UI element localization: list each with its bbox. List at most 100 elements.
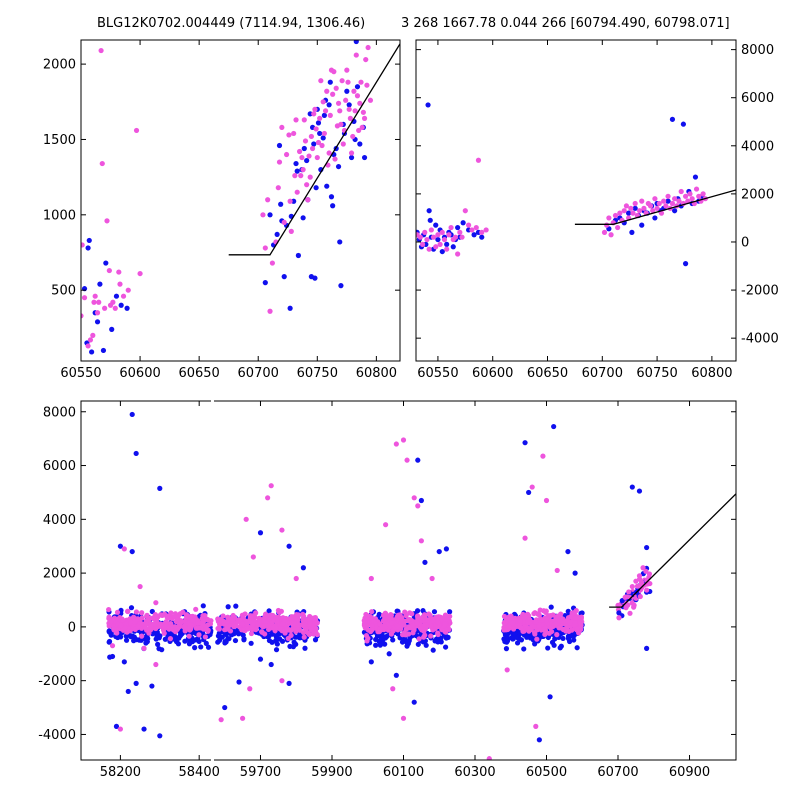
- data-point-b: [503, 627, 509, 633]
- data-point: [617, 210, 623, 216]
- data-point-b: [253, 610, 259, 616]
- data-point-a: [241, 636, 247, 642]
- data-point: [346, 102, 352, 108]
- data-point-a: [521, 646, 527, 652]
- data-point: [641, 205, 647, 211]
- data-point: [361, 154, 368, 161]
- data-point: [304, 182, 310, 188]
- data-point-b: [421, 612, 428, 618]
- data-point-a: [266, 608, 272, 614]
- data-point-b: [430, 618, 436, 624]
- data-point: [665, 193, 671, 199]
- data-point: [98, 47, 104, 54]
- data-point: [250, 554, 256, 560]
- data-point: [469, 227, 475, 233]
- data-point: [428, 227, 434, 233]
- data-point-b: [120, 617, 126, 623]
- data-point: [327, 79, 333, 85]
- data-point: [301, 117, 307, 123]
- data-point: [466, 222, 472, 228]
- data-point: [301, 145, 307, 152]
- data-point: [124, 305, 130, 311]
- data-point-a: [571, 637, 577, 643]
- data-point-a: [430, 647, 436, 653]
- points-top-right: [416, 102, 708, 267]
- data-point: [692, 174, 699, 180]
- plot-frame: [80, 39, 401, 362]
- data-point-b: [416, 636, 422, 642]
- data-point: [315, 139, 322, 146]
- data-point: [153, 600, 159, 606]
- data-point-b: [388, 631, 395, 637]
- points-bottom: [106, 411, 653, 760]
- data-point: [669, 200, 676, 207]
- data-point: [393, 672, 399, 678]
- data-point: [343, 97, 349, 103]
- data-point-b: [554, 632, 560, 638]
- data-point: [652, 196, 658, 202]
- data-point: [354, 93, 361, 99]
- y-tick-label: 1500: [43, 133, 76, 148]
- data-point-a: [377, 639, 383, 645]
- data-point: [400, 715, 407, 721]
- data-point-b: [186, 633, 192, 639]
- data-point: [455, 224, 461, 231]
- data-point-a: [565, 608, 571, 614]
- model-line: [228, 42, 400, 256]
- data-point-a: [508, 635, 515, 641]
- x-tick-label: 60650: [527, 366, 568, 381]
- data-point-b: [510, 626, 517, 632]
- data-point-a: [219, 634, 225, 640]
- y-tick-label: 6000: [741, 91, 774, 106]
- data-point-b: [394, 623, 400, 629]
- data-point: [533, 723, 539, 729]
- data-point-b: [314, 620, 320, 626]
- data-point: [685, 198, 691, 204]
- data-point-b: [280, 621, 286, 627]
- data-point-b: [435, 631, 441, 638]
- data-point: [353, 40, 359, 45]
- data-point-a: [532, 641, 538, 647]
- data-point: [287, 305, 293, 311]
- data-point-tail: [643, 568, 649, 574]
- data-point: [236, 679, 242, 685]
- data-point: [415, 503, 421, 509]
- y-tick-label: 0: [741, 235, 749, 250]
- data-point: [415, 457, 421, 463]
- data-point-b: [557, 618, 563, 624]
- y-tick-label: -2000: [741, 284, 779, 299]
- data-point: [275, 185, 281, 191]
- data-point-b: [266, 622, 272, 628]
- data-point: [636, 573, 643, 579]
- data-point-b: [379, 625, 385, 631]
- data-point: [383, 522, 389, 528]
- x-tick-label: 60800: [691, 366, 732, 381]
- data-point: [422, 229, 428, 235]
- data-point-b: [166, 615, 172, 621]
- data-point: [157, 733, 163, 739]
- data-point: [348, 150, 355, 156]
- data-point: [427, 217, 433, 223]
- data-point-b: [521, 618, 527, 625]
- x-tick-label: 60650: [178, 366, 219, 381]
- data-point-a: [395, 631, 401, 637]
- data-point: [149, 683, 155, 689]
- data-point-b: [200, 621, 206, 627]
- data-point: [121, 659, 127, 665]
- data-point-b: [567, 620, 573, 626]
- data-point: [368, 575, 374, 582]
- data-point-b: [410, 622, 416, 629]
- data-point-a: [215, 639, 221, 645]
- data-point-b: [414, 619, 420, 626]
- data-point: [630, 210, 636, 216]
- data-point-b: [163, 621, 169, 628]
- data-point-a: [514, 640, 521, 646]
- data-point-a: [406, 638, 412, 644]
- data-point: [623, 203, 630, 209]
- y-tick-label: 8000: [741, 43, 774, 58]
- data-point-b: [426, 611, 432, 617]
- data-point: [294, 168, 300, 174]
- data-point: [268, 661, 274, 668]
- y-tick-label: 6000: [43, 459, 76, 474]
- data-point-a: [205, 644, 212, 650]
